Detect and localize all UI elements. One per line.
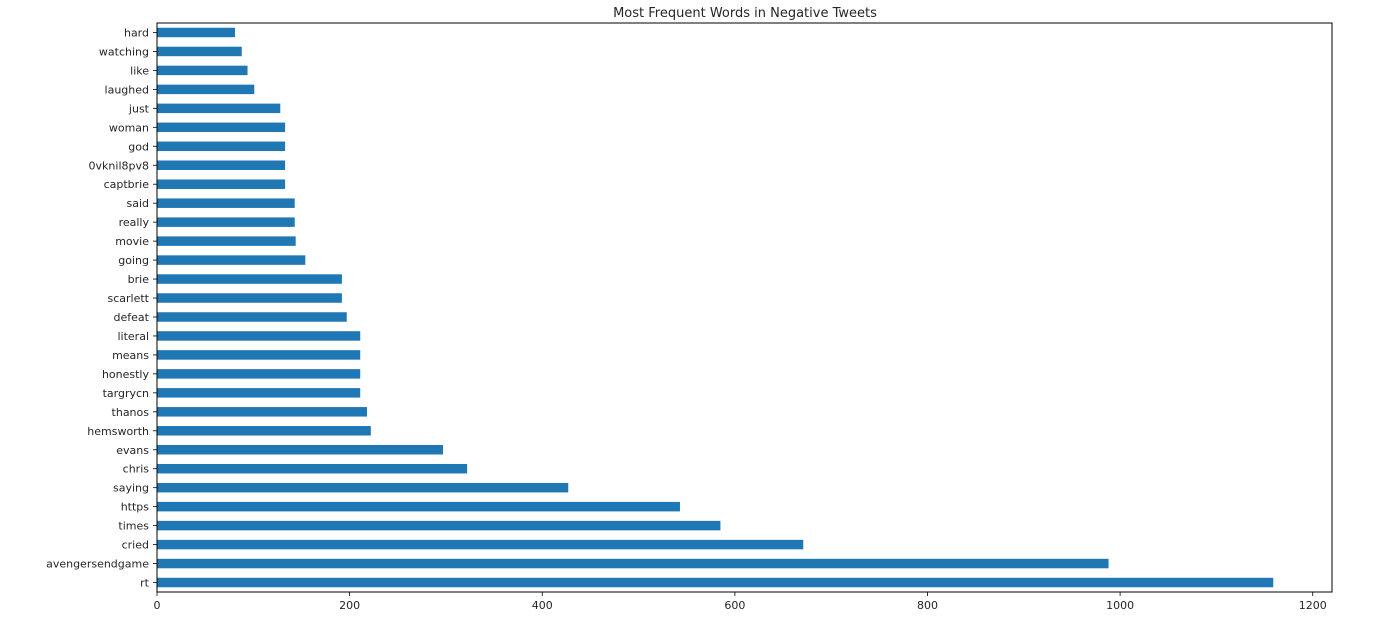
y-tick-label: means (112, 349, 149, 362)
bar-just (157, 103, 281, 114)
bar-avengersendgame (157, 558, 1109, 569)
bar-evans (157, 445, 444, 455)
y-tick-label: cried (122, 539, 149, 552)
y-axis-ticks: rt avengersendgame cried times https saying ch… (46, 26, 157, 590)
bar-like (157, 65, 248, 76)
bar-laughed (157, 84, 255, 95)
bar-said (157, 198, 295, 208)
y-tick-label: chris (123, 463, 150, 476)
y-tick-label: saying (113, 482, 149, 495)
y-tick-label: said (126, 197, 149, 210)
y-tick-label: avengersendgame (46, 558, 149, 571)
y-tick-label: laughed (105, 83, 149, 96)
y-tick-label: just (128, 102, 150, 115)
y-tick-label: like (130, 64, 149, 77)
bar-captbrie (157, 179, 286, 189)
y-tick-label: hard (124, 26, 149, 39)
bar-going (157, 255, 306, 265)
x-tick-label: 800 (917, 599, 938, 612)
x-tick-label: 400 (532, 599, 553, 612)
chart-title: Most Frequent Words in Negative Tweets (613, 6, 877, 21)
x-tick-label: 200 (339, 599, 360, 612)
bar-thanos (157, 407, 367, 417)
y-tick-label: scarlett (108, 292, 150, 305)
x-tick-label: 1200 (1299, 599, 1327, 612)
bar-god (157, 141, 286, 152)
y-tick-label: times (118, 520, 149, 533)
bar-rt (157, 577, 1274, 588)
bar-https (157, 501, 680, 512)
x-tick-label: 600 (724, 599, 745, 612)
y-tick-label: god (128, 140, 149, 153)
y-tick-label: thanos (112, 406, 150, 419)
bar-really (157, 217, 295, 227)
y-tick-label: brie (128, 273, 150, 286)
bar-scarlett (157, 293, 342, 303)
y-tick-label: watching (99, 45, 149, 58)
y-tick-label: literal (117, 330, 149, 343)
y-tick-label: https (121, 501, 150, 514)
y-tick-label: really (119, 216, 150, 229)
y-tick-label: 0vknil8pv8 (89, 159, 149, 172)
x-axis-ticks: 0 200 400 600 800 1000 1200 (154, 592, 1327, 612)
bar-watching (157, 46, 242, 57)
x-tick-label: 1000 (1106, 599, 1134, 612)
bar-hard (157, 27, 236, 38)
bar-cried (157, 539, 804, 550)
bar-brie (157, 274, 342, 284)
bar-movie (157, 236, 296, 246)
bar-defeat (157, 312, 347, 322)
y-tick-label: honestly (102, 368, 150, 381)
y-tick-label: movie (115, 235, 149, 248)
bar-honestly (157, 369, 361, 379)
bar-literal (157, 331, 361, 341)
bar-targrycn (157, 388, 361, 398)
bars-group (157, 27, 1274, 588)
y-tick-label: going (118, 254, 149, 267)
bar-times (157, 520, 721, 531)
bar-0vknil8pv8 (157, 160, 286, 170)
bar-chris (157, 463, 468, 474)
bar-means (157, 350, 361, 360)
x-tick-label: 0 (154, 599, 161, 612)
bar-saying (157, 482, 569, 493)
y-tick-label: woman (109, 121, 149, 134)
bar-hemsworth (157, 426, 371, 436)
y-tick-label: hemsworth (87, 425, 149, 438)
y-tick-label: captbrie (104, 178, 150, 191)
y-tick-label: defeat (114, 311, 150, 324)
bar-woman (157, 122, 286, 133)
y-tick-label: evans (116, 444, 149, 457)
y-tick-label: targrycn (103, 387, 149, 400)
plot-frame (156, 22, 1333, 593)
y-tick-label: rt (140, 577, 150, 590)
